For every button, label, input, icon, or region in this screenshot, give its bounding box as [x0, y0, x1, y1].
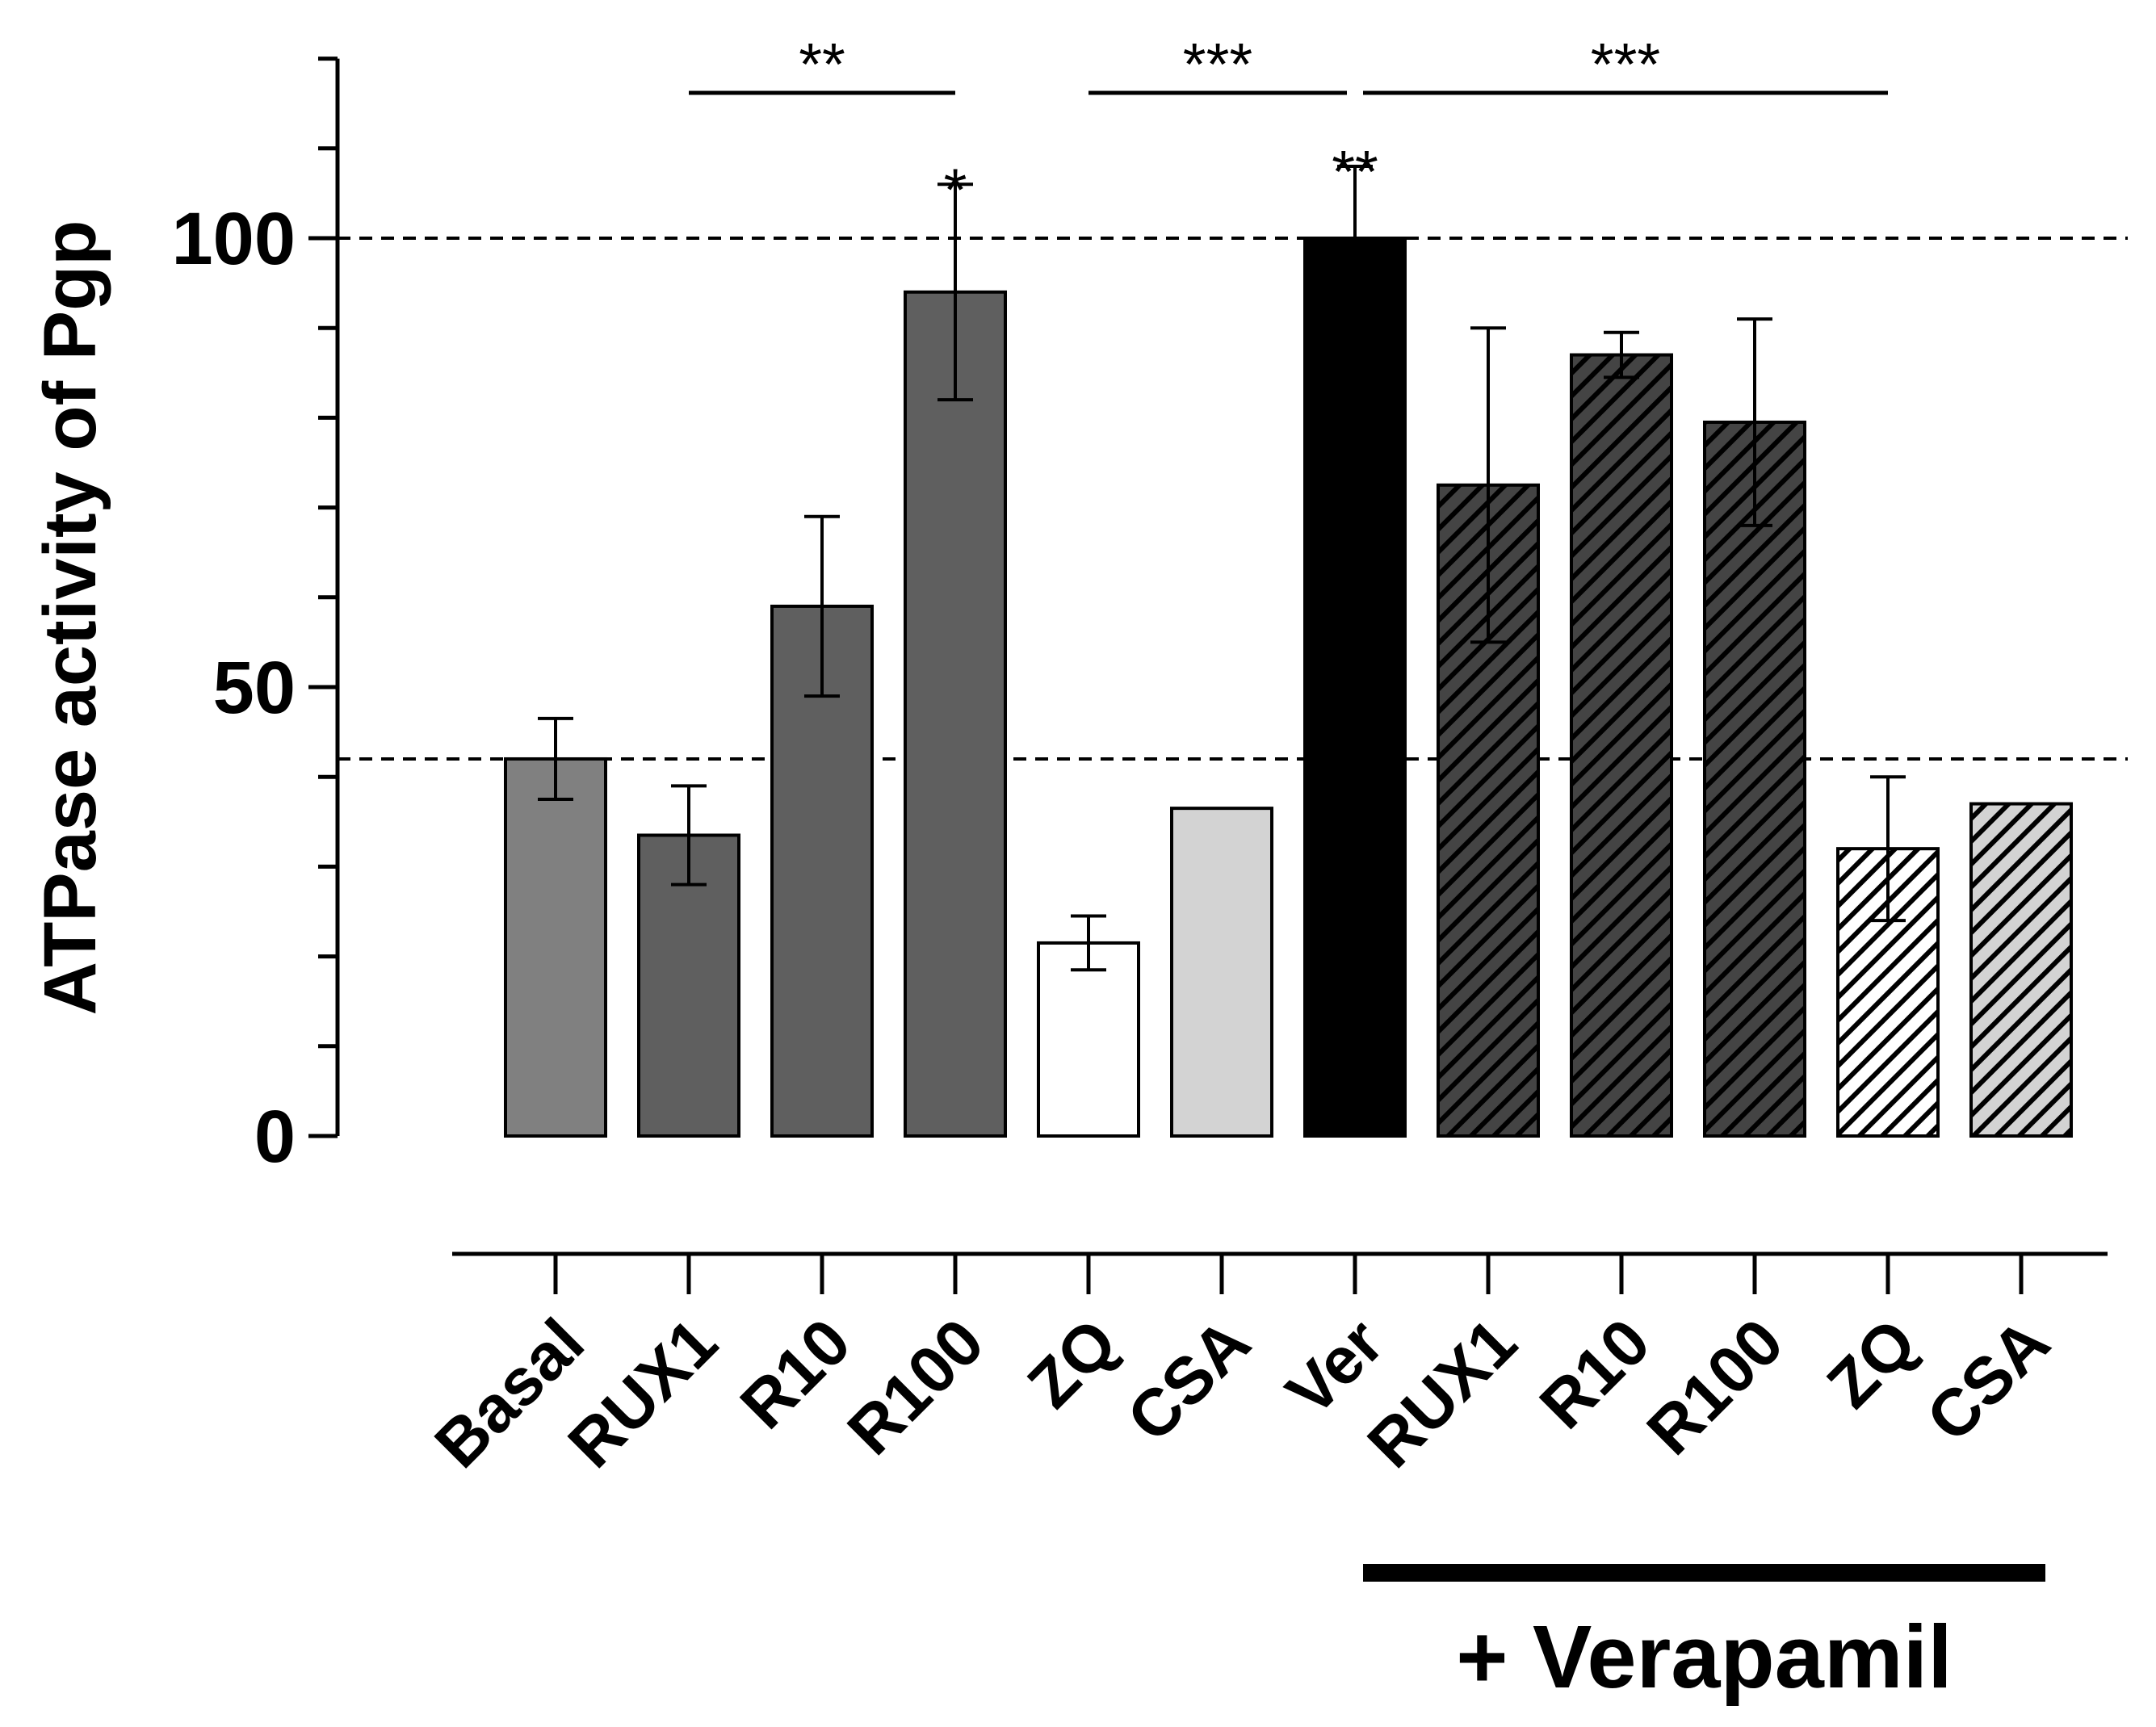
- bar-significance-star: *: [944, 156, 967, 223]
- bar: [1969, 802, 2073, 1138]
- bar: [1570, 353, 1673, 1138]
- error-bars: [538, 165, 1906, 972]
- bar-significance-star: **: [1332, 138, 1378, 205]
- bar: [1303, 237, 1407, 1138]
- verapamil-group: + Verapamil: [1363, 1564, 2045, 1707]
- bar: [1703, 420, 1806, 1138]
- bar: [1037, 941, 1140, 1138]
- x-tick-label: RUX1: [555, 1305, 732, 1482]
- bar: [504, 757, 607, 1138]
- bar: [1170, 807, 1273, 1138]
- group-label: + Verapamil: [1456, 1608, 1953, 1707]
- x-tick-label: RUX1: [1354, 1305, 1531, 1482]
- x-tick-label: CSA: [1913, 1305, 2064, 1456]
- y-tick-label: 100: [172, 198, 296, 280]
- reference-lines: [338, 237, 2128, 761]
- comparison-label: ***: [1183, 31, 1252, 98]
- bar: [904, 290, 1007, 1138]
- y-axis: 0 50 100: [172, 57, 340, 1178]
- x-tick-label: R100: [1634, 1305, 1797, 1469]
- x-tick-label: R100: [834, 1305, 998, 1469]
- y-tick-label: 0: [254, 1096, 296, 1178]
- comparison-label: **: [799, 31, 845, 98]
- comparison-label: ***: [1591, 31, 1660, 98]
- x-tick-label: CSA: [1114, 1305, 1265, 1456]
- x-tick-label: Basal: [422, 1305, 598, 1482]
- y-axis-label: ATPase activity of Pgp: [29, 220, 111, 1015]
- y-tick-label: 50: [213, 647, 296, 729]
- bars: [504, 237, 2073, 1138]
- significance-annotations: * **** *** ***: [689, 31, 1888, 223]
